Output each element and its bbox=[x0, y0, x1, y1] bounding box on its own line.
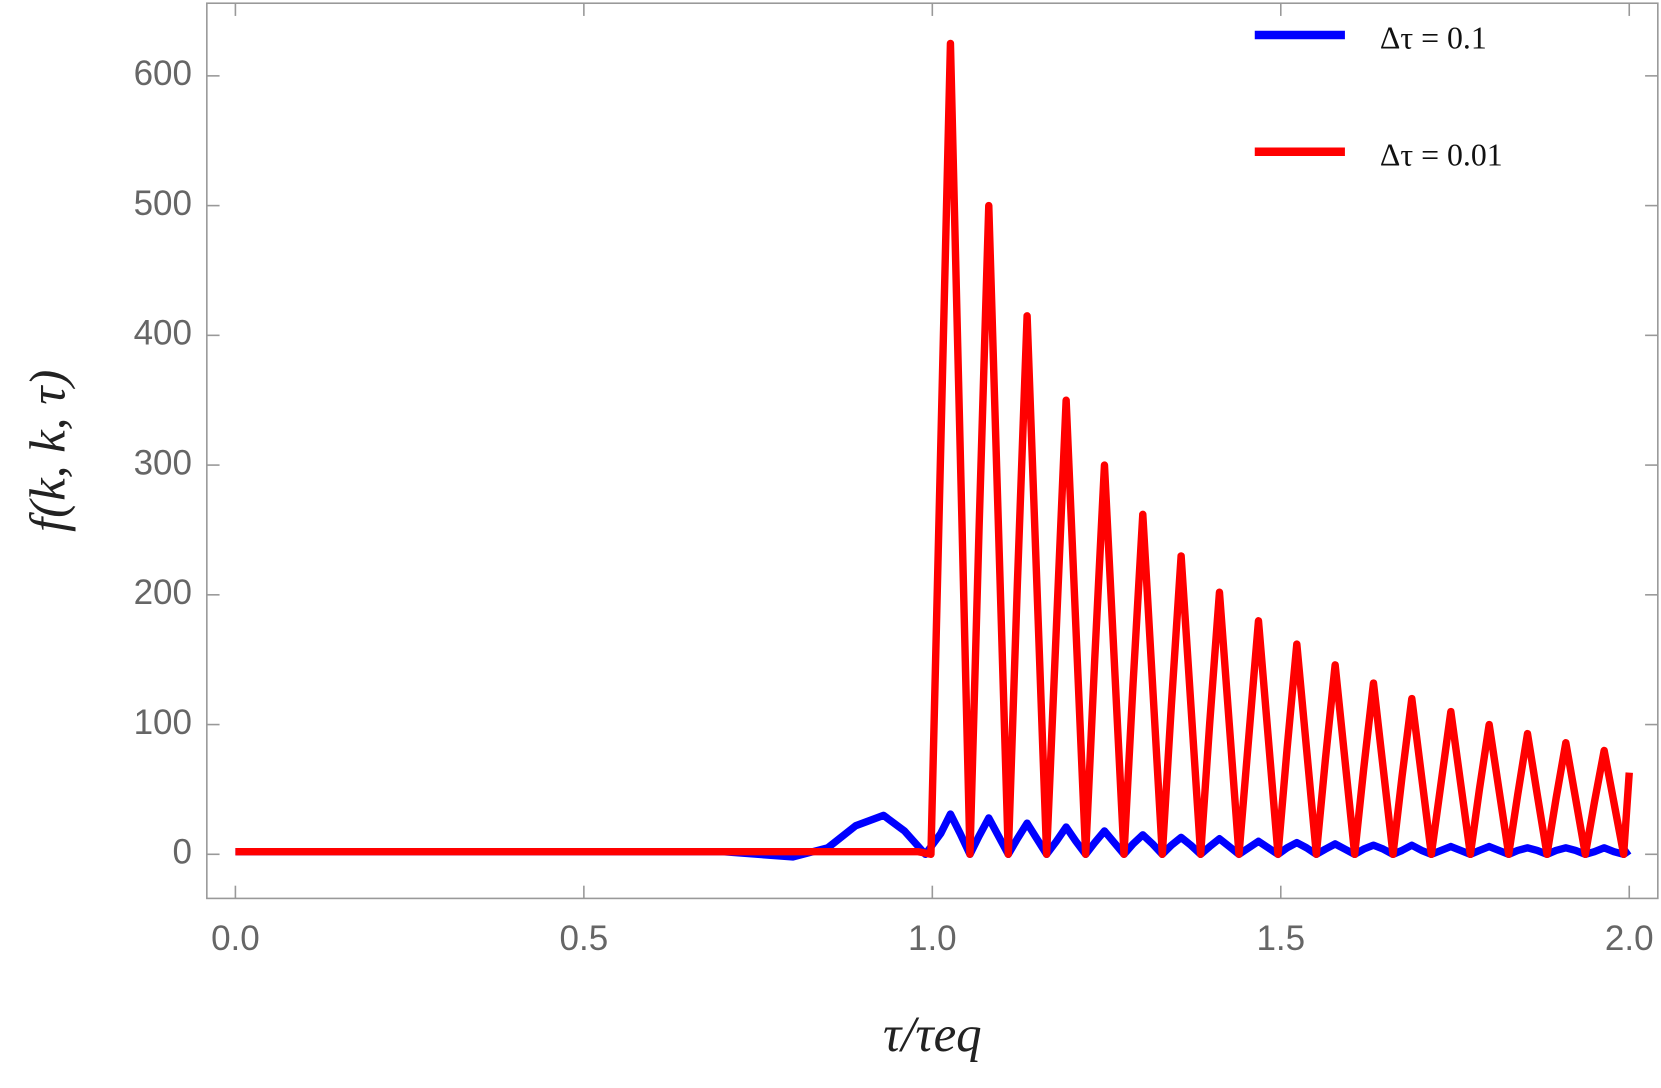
x-tick-label: 1.0 bbox=[908, 919, 957, 958]
y-axis-label: f(k, k, τ) bbox=[21, 370, 77, 532]
y-tick-label: 300 bbox=[134, 443, 192, 482]
legend-label: Δτ = 0.1 bbox=[1380, 21, 1487, 56]
y-tick-label: 600 bbox=[134, 54, 192, 93]
y-tick-label: 400 bbox=[134, 314, 192, 353]
y-tick-label: 0 bbox=[173, 833, 192, 872]
series-line bbox=[235, 39, 1633, 859]
x-axis-label: τ/τeq bbox=[883, 1007, 982, 1063]
x-tick-label: 0.5 bbox=[560, 919, 609, 958]
x-tick-label: 0.0 bbox=[211, 919, 260, 958]
y-tick-label: 100 bbox=[134, 703, 192, 742]
x-tick-label: 1.5 bbox=[1256, 919, 1305, 958]
y-tick-label: 500 bbox=[134, 184, 192, 223]
legend-label: Δτ = 0.01 bbox=[1380, 137, 1503, 172]
y-tick-label: 200 bbox=[134, 573, 192, 612]
x-tick-label: 2.0 bbox=[1605, 919, 1654, 958]
